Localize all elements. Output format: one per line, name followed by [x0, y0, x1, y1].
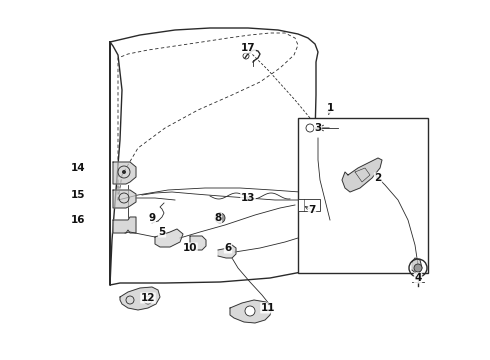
- Bar: [298, 118, 428, 273]
- Circle shape: [218, 216, 222, 220]
- Text: 1: 1: [326, 103, 334, 113]
- Polygon shape: [412, 258, 422, 275]
- Text: 6: 6: [224, 243, 232, 253]
- Circle shape: [122, 170, 126, 174]
- Text: 9: 9: [148, 213, 155, 223]
- Text: 14: 14: [71, 163, 85, 173]
- Polygon shape: [155, 229, 183, 247]
- Text: 4: 4: [415, 273, 422, 283]
- Polygon shape: [218, 245, 236, 258]
- Polygon shape: [190, 236, 206, 250]
- Text: 2: 2: [374, 173, 382, 183]
- Text: 3: 3: [315, 123, 321, 133]
- Text: 15: 15: [71, 190, 85, 200]
- Text: 17: 17: [241, 43, 255, 53]
- Circle shape: [245, 306, 255, 316]
- Polygon shape: [113, 190, 136, 208]
- Text: 8: 8: [214, 213, 221, 223]
- Text: 10: 10: [183, 243, 197, 253]
- Text: 16: 16: [71, 215, 85, 225]
- Text: 13: 13: [241, 193, 255, 203]
- Text: 5: 5: [158, 227, 166, 237]
- Polygon shape: [113, 217, 136, 233]
- Polygon shape: [113, 162, 136, 184]
- Text: 12: 12: [141, 293, 155, 303]
- Polygon shape: [120, 287, 160, 310]
- Circle shape: [215, 213, 225, 223]
- Polygon shape: [230, 300, 272, 323]
- Text: 11: 11: [261, 303, 275, 313]
- Text: 7: 7: [308, 205, 316, 215]
- Bar: [298, 199, 320, 211]
- Polygon shape: [342, 158, 382, 192]
- Circle shape: [414, 264, 422, 272]
